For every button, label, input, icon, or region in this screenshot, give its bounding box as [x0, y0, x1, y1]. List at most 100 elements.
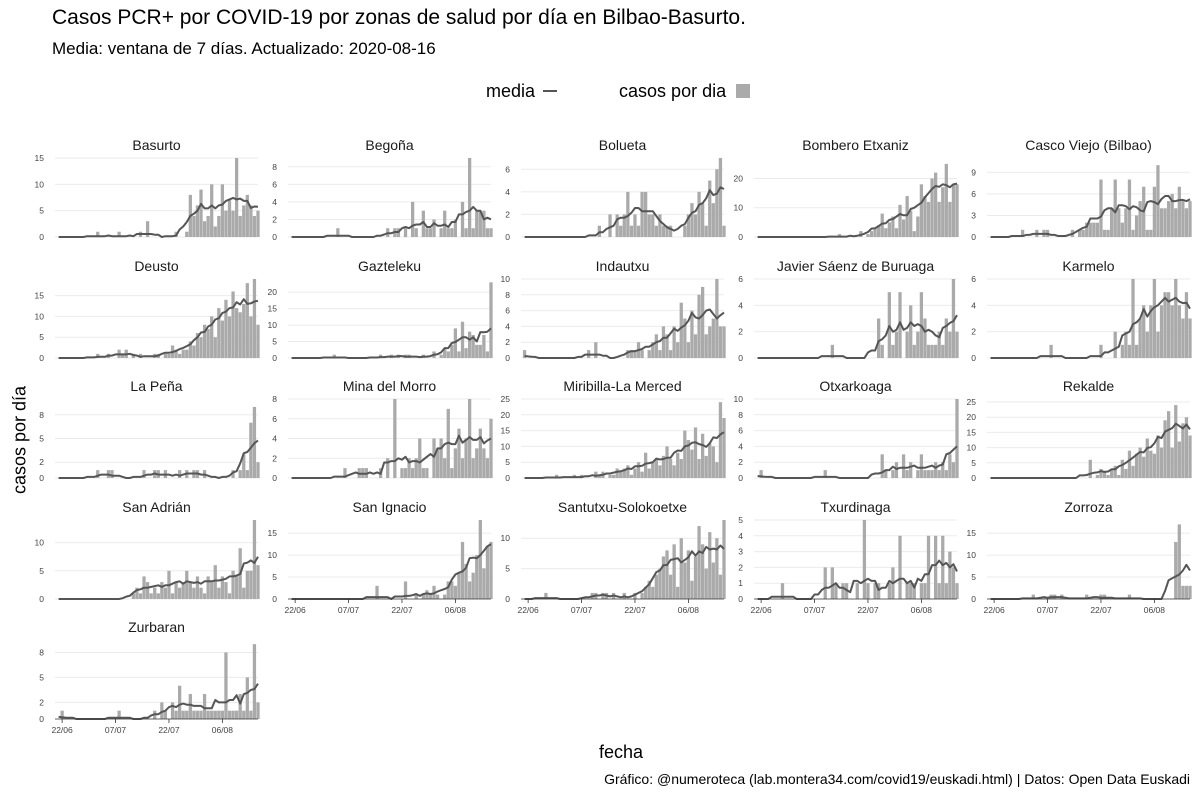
facet-8-bar — [877, 318, 881, 358]
facet-3-bar — [923, 196, 927, 237]
facet-13-bar — [930, 470, 934, 478]
facet-12-bar — [658, 465, 662, 478]
facet-7-bar — [651, 342, 655, 358]
facet-5-bar — [178, 353, 182, 358]
facet-4-bar — [1177, 186, 1181, 237]
facet-19-xtick-label: 07/07 — [1037, 605, 1059, 615]
facet-1-bar — [489, 228, 493, 237]
facet-3-bar — [837, 234, 842, 237]
facet-17-bar — [640, 592, 644, 599]
facet-15-bar — [245, 570, 249, 599]
facet-7-bar — [697, 294, 701, 358]
facet-7-bar — [686, 342, 691, 358]
facet-4-bar — [1184, 208, 1189, 237]
facet-10-mean-line — [58, 439, 259, 479]
facet-11-title: Mina del Morro — [343, 378, 437, 394]
facet-4-bar — [1181, 201, 1185, 237]
facet-2-bar — [636, 225, 641, 237]
facet-2-bar — [640, 191, 644, 237]
facet-9-bar — [1142, 305, 1146, 358]
facet-1-title: Begoña — [365, 137, 413, 153]
facet-11-bar — [478, 428, 482, 478]
facet-10-bar — [110, 470, 114, 478]
facet-19-bar — [1181, 585, 1185, 599]
facet-13-ytick-label: 4 — [738, 441, 743, 451]
facet-9-bar — [1159, 305, 1164, 358]
facet-18-bar — [926, 535, 931, 599]
facet-11-bar — [421, 468, 425, 478]
facet-16-bar — [489, 541, 493, 599]
facet-20-bar — [202, 694, 207, 719]
facet-6-ytick-label: 20 — [268, 287, 278, 297]
facet-19-ytick-label: 10 — [967, 550, 977, 560]
facet-11-bar — [393, 399, 397, 478]
facet-12-mean-line — [524, 431, 725, 479]
facet-16-bar — [482, 568, 486, 599]
facet-12-bar — [622, 468, 626, 478]
facet-17-title: Santutxu-Solokoetxe — [558, 499, 687, 515]
facet-8-bar — [916, 331, 920, 358]
facet-11-bar — [343, 468, 347, 478]
facet-2-bar — [715, 169, 719, 237]
facet-14-title: Rekalde — [1063, 378, 1115, 394]
facet-5-bar — [242, 303, 246, 358]
facet-2-ytick-label: 6 — [505, 164, 510, 174]
facet-7-bar — [708, 326, 712, 358]
facet-18-bar — [855, 583, 859, 599]
facet-16-bar — [453, 585, 458, 599]
facet-3-bar — [919, 184, 924, 237]
facet-14-bar — [1181, 423, 1185, 478]
facet-15-bar — [153, 587, 157, 599]
facet-20-xtick-label: 07/07 — [105, 725, 127, 735]
facet-8-bar — [941, 344, 945, 358]
facet-8-ytick-label: 0 — [738, 353, 743, 363]
facet-12-bar — [661, 455, 666, 478]
facet-15-bar — [217, 587, 221, 599]
facet-3-bar — [898, 204, 902, 237]
facet-12-bar — [722, 417, 726, 478]
facet-4-bar — [1120, 222, 1124, 237]
facet-13-bar — [941, 462, 945, 478]
facet-6-ytick-label: 5 — [272, 337, 277, 347]
facet-3-bar — [880, 213, 884, 237]
facet-7-bar — [690, 310, 694, 358]
facet-18-bar — [944, 583, 948, 599]
facet-0-ytick-label: 5 — [39, 206, 44, 216]
facet-18-xtick-label: 06/08 — [911, 605, 933, 615]
facet-4-bar — [1170, 193, 1174, 237]
facet-13-ytick-label: 8 — [738, 410, 743, 420]
facet-16-xtick-label: 22/06 — [284, 605, 306, 615]
facet-20-xtick-label: 06/08 — [212, 725, 234, 735]
facet-12-bar — [704, 455, 708, 478]
facet-17-mean-line — [524, 544, 725, 600]
facet-0-bar — [224, 210, 228, 237]
facet-9-ytick-label: 0 — [971, 353, 976, 363]
facet-18-bar — [909, 583, 913, 599]
facet-4-bar — [1163, 208, 1167, 237]
facet-3-ytick-label: 20 — [734, 173, 744, 183]
facet-14-bar — [1145, 438, 1149, 478]
facet-17-bar — [690, 580, 694, 599]
facet-13-bar — [894, 462, 899, 478]
facet-12-ytick-label: 20 — [501, 410, 511, 420]
facet-17-bar — [676, 586, 680, 599]
facet-3-bar — [951, 184, 956, 237]
facet-14-bar — [1177, 441, 1181, 478]
facet-5-bar — [249, 316, 253, 358]
facet-7-bar — [654, 334, 658, 358]
facet-20-bar — [174, 710, 178, 719]
facet-6-mean-line — [291, 327, 492, 359]
facet-17-bar — [544, 592, 548, 599]
facet-19-ytick-label: 0 — [971, 594, 976, 604]
facet-13-bar — [955, 399, 959, 478]
facet-5-bar — [231, 291, 235, 358]
facet-0-bar — [210, 184, 214, 237]
facet-6-bar — [485, 351, 490, 358]
facet-11-bar — [453, 448, 458, 478]
facet-11-ytick-label: 8 — [272, 394, 277, 404]
facet-0-bar — [206, 215, 210, 237]
facet-8-bar — [905, 331, 909, 358]
facet-6-ytick-label: 15 — [268, 304, 278, 314]
facet-1-bar — [411, 201, 415, 237]
facet-12-bar — [668, 459, 673, 478]
